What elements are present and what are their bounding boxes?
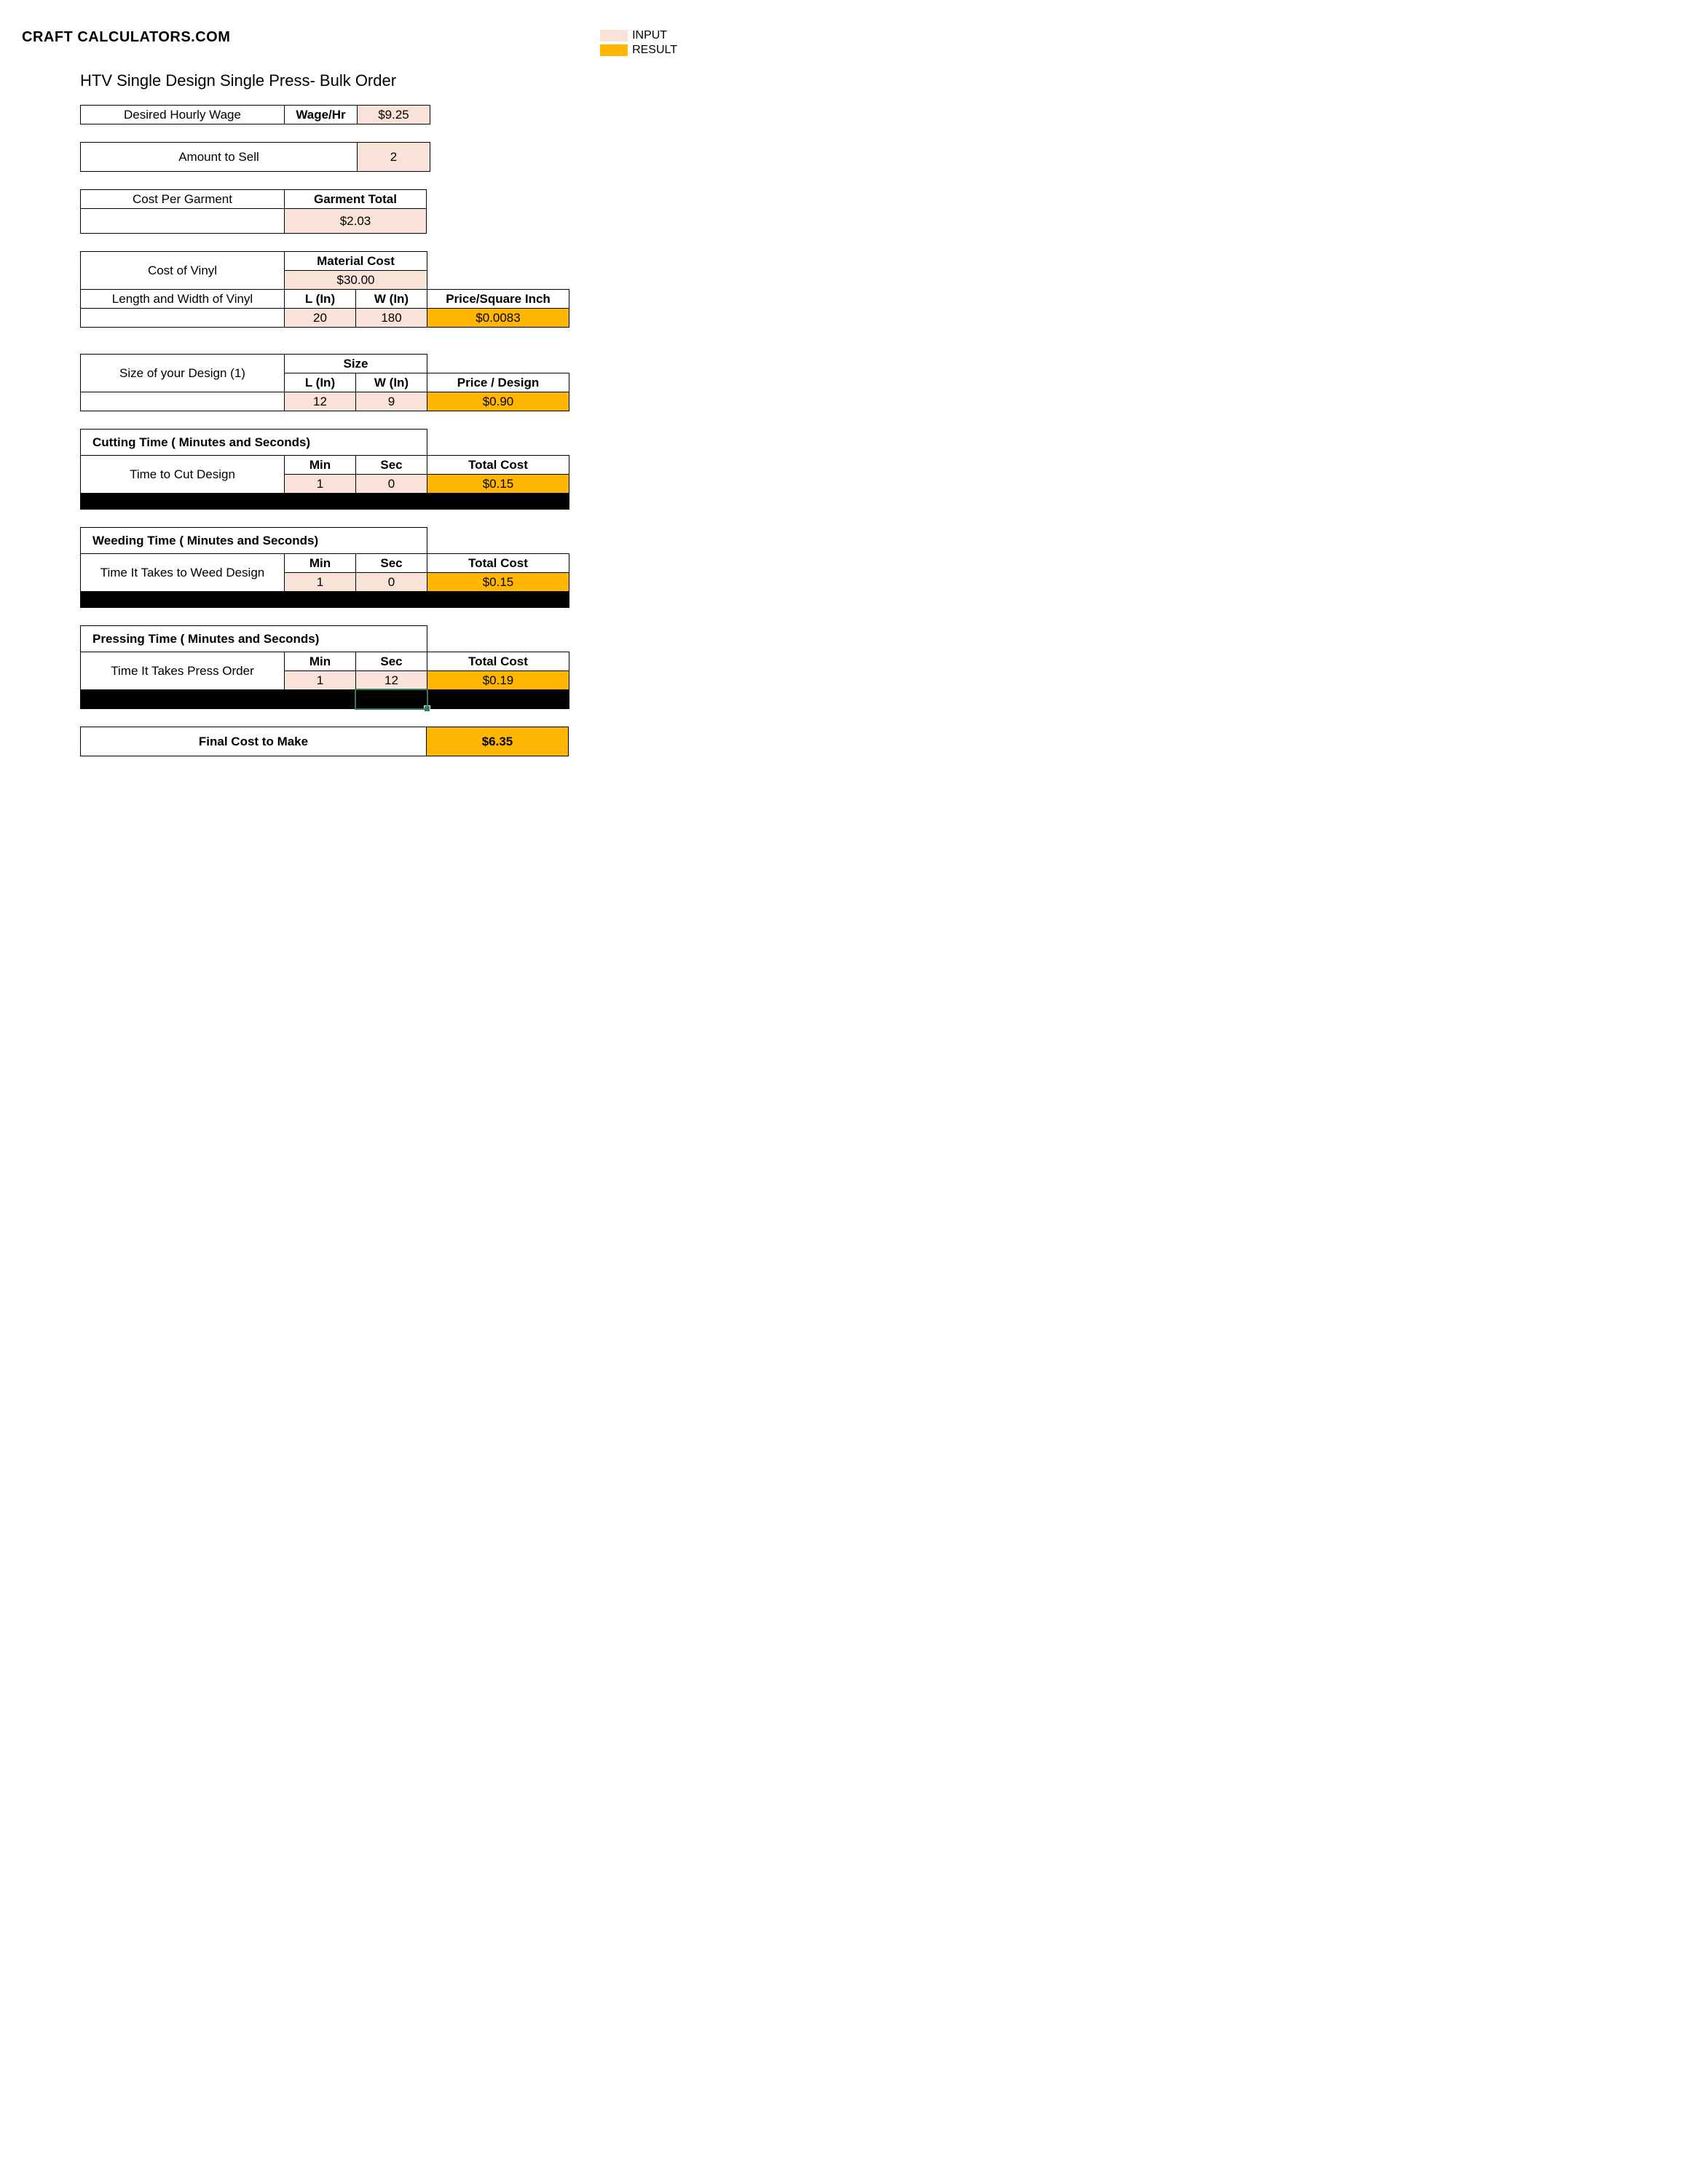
legend-result-row: RESULT [600,44,677,57]
pressing-divider-1 [81,690,285,709]
pressing-row-label: Time It Takes Press Order [81,652,285,690]
vinyl-l-input[interactable]: 20 [285,309,356,328]
pressing-total-result: $0.19 [427,671,569,690]
garment-cost-input[interactable] [81,209,285,234]
vinyl-dim-empty [81,309,285,328]
legend-input-row: INPUT [600,29,677,42]
vinyl-material-cost-input[interactable]: $30.00 [285,271,427,290]
cutting-row-label: Time to Cut Design [81,456,285,494]
weeding-sec-input[interactable]: 0 [356,573,427,592]
cutting-total-result: $0.15 [427,475,569,494]
header-row: CRAFT CALCULATORS.COM INPUT RESULT [22,29,677,57]
pressing-sec-label: Sec [356,652,427,671]
cutting-block: Cutting Time ( Minutes and Seconds) Time… [80,429,677,510]
legend: INPUT RESULT [600,29,677,57]
amount-input[interactable]: 2 [358,143,430,172]
vinyl-cost-label: Cost of Vinyl [81,252,285,290]
final-result: $6.35 [427,727,569,756]
cutting-table: Cutting Time ( Minutes and Seconds) Time… [80,429,569,510]
site-title: CRAFT CALCULATORS.COM [22,29,230,46]
pressing-min-label: Min [285,652,356,671]
design-w-label: W (In) [356,373,427,392]
vinyl-w-label: W (In) [356,290,427,309]
weeding-block: Weeding Time ( Minutes and Seconds) Time… [80,527,677,608]
vinyl-block: Cost of Vinyl Material Cost $30.00 Lengt… [80,251,677,328]
cutting-total-label: Total Cost [427,456,569,475]
weeding-row-label: Time It Takes to Weed Design [81,554,285,592]
garment-total-label: Garment Total [285,190,427,209]
design-size-label: Size [285,355,427,373]
garment-cost-label: Cost Per Garment [81,190,285,209]
garment-block: Cost Per Garment Garment Total $2.03 [80,189,677,234]
design-table: Size of your Design (1) Size L (In) W (I… [80,354,569,411]
weeding-table: Weeding Time ( Minutes and Seconds) Time… [80,527,569,608]
page-title: HTV Single Design Single Press- Bulk Ord… [80,71,677,90]
vinyl-l-label: L (In) [285,290,356,309]
pressing-min-input[interactable]: 1 [285,671,356,690]
pressing-total-label: Total Cost [427,652,569,671]
cutting-title: Cutting Time ( Minutes and Seconds) [81,430,427,456]
vinyl-price-sqin-result: $0.0083 [427,309,569,328]
vinyl-table: Cost of Vinyl Material Cost $30.00 Lengt… [80,251,569,328]
page: CRAFT CALCULATORS.COM INPUT RESULT HTV S… [22,29,677,756]
wage-unit: Wage/Hr [285,106,358,124]
wage-input[interactable]: $9.25 [358,106,430,124]
cutting-sec-label: Sec [356,456,427,475]
pressing-title: Pressing Time ( Minutes and Seconds) [81,626,427,652]
cutting-min-input[interactable]: 1 [285,475,356,494]
design-l-label: L (In) [285,373,356,392]
legend-result-swatch [600,44,628,56]
pressing-divider-2 [285,690,356,709]
weeding-min-input[interactable]: 1 [285,573,356,592]
vinyl-w-input[interactable]: 180 [356,309,427,328]
weeding-total-label: Total Cost [427,554,569,573]
design-label: Size of your Design (1) [81,355,285,392]
final-label: Final Cost to Make [81,727,427,756]
wage-block: Desired Hourly Wage Wage/Hr $9.25 [80,105,677,124]
design-l-input[interactable]: 12 [285,392,356,411]
design-price-label: Price / Design [427,373,569,392]
vinyl-price-sqin-label: Price/Square Inch [427,290,569,309]
pressing-divider-3 [427,690,569,709]
amount-table: Amount to Sell 2 [80,142,430,172]
wage-label: Desired Hourly Wage [81,106,285,124]
cutting-sec-input[interactable]: 0 [356,475,427,494]
weeding-title: Weeding Time ( Minutes and Seconds) [81,528,427,554]
amount-label: Amount to Sell [81,143,358,172]
garment-total-input[interactable]: $2.03 [285,209,427,234]
cutting-divider [81,494,569,510]
final-block: Final Cost to Make $6.35 [80,727,677,756]
final-table: Final Cost to Make $6.35 [80,727,569,756]
weeding-divider [81,592,569,608]
amount-block: Amount to Sell 2 [80,142,677,172]
weeding-total-result: $0.15 [427,573,569,592]
design-empty [81,392,285,411]
design-block: Size of your Design (1) Size L (In) W (I… [80,354,677,411]
legend-result-label: RESULT [632,44,677,57]
vinyl-dim-label: Length and Width of Vinyl [81,290,285,309]
pressing-sec-input[interactable]: 12 [356,671,427,690]
weeding-sec-label: Sec [356,554,427,573]
vinyl-material-cost-label: Material Cost [285,252,427,271]
weeding-min-label: Min [285,554,356,573]
legend-input-swatch [600,30,628,41]
design-price-result: $0.90 [427,392,569,411]
design-w-input[interactable]: 9 [356,392,427,411]
garment-table: Cost Per Garment Garment Total $2.03 [80,189,427,234]
legend-input-label: INPUT [632,29,667,42]
cutting-min-label: Min [285,456,356,475]
pressing-table: Pressing Time ( Minutes and Seconds) Tim… [80,625,569,709]
selected-cell[interactable] [356,690,427,709]
wage-table: Desired Hourly Wage Wage/Hr $9.25 [80,105,430,124]
pressing-block: Pressing Time ( Minutes and Seconds) Tim… [80,625,677,709]
